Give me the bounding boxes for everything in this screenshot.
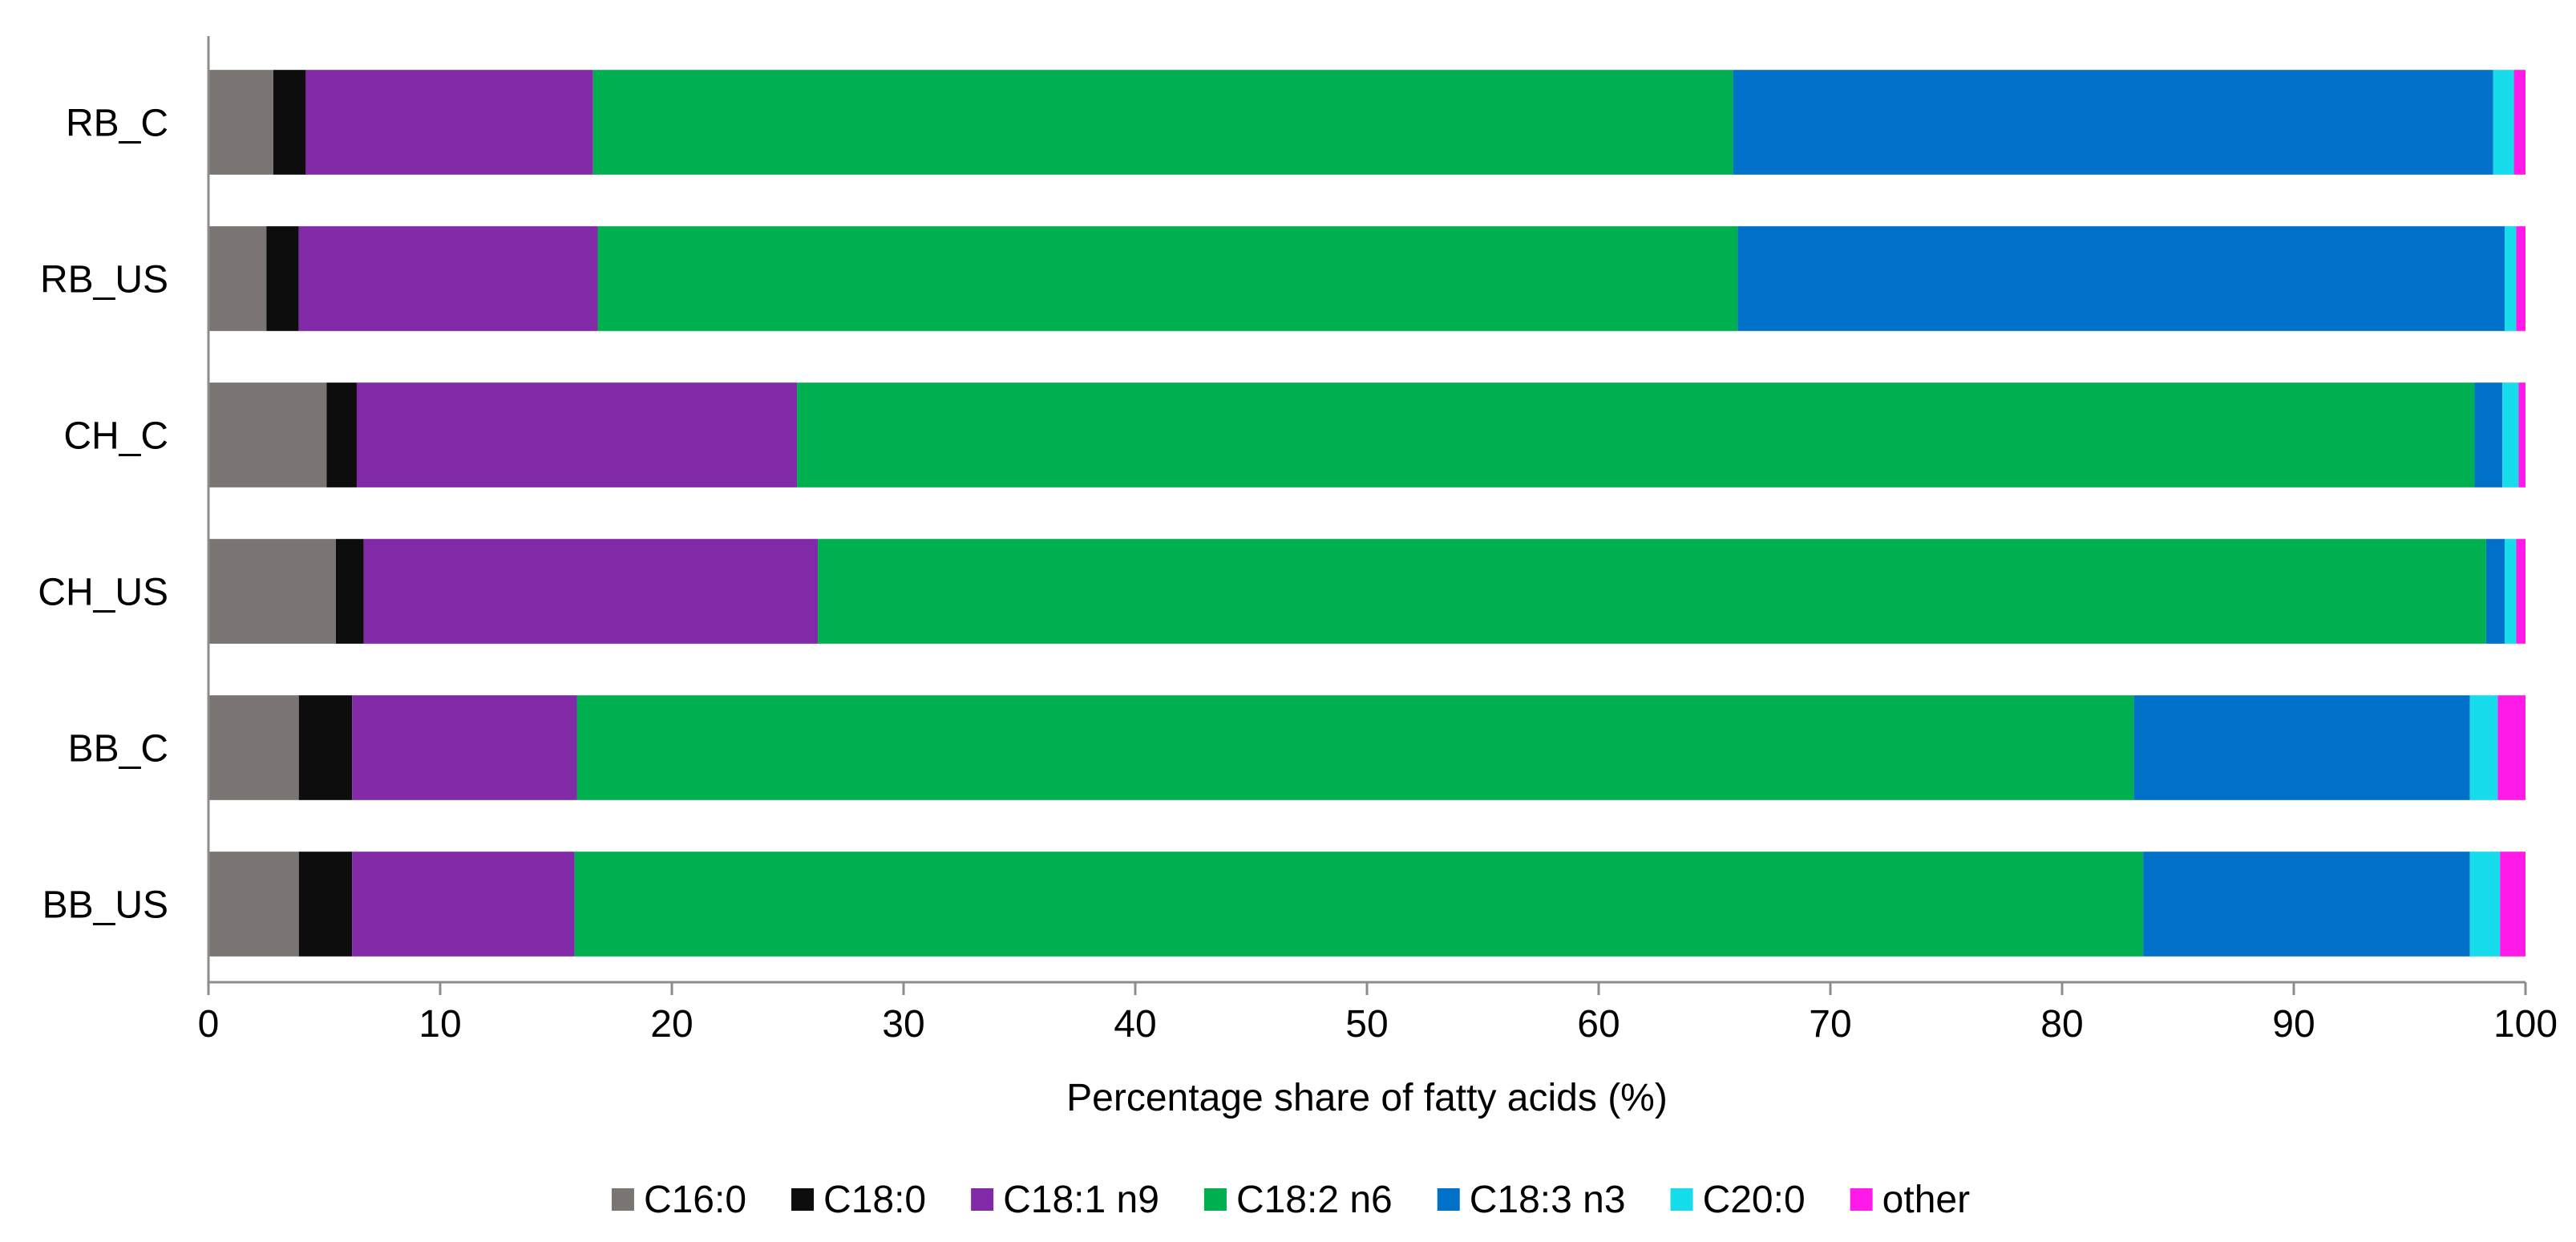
bar-segment-rb-us-c18-3-n3 <box>1737 226 2505 331</box>
legend-label: C18:3 n3 <box>1470 1179 1626 1221</box>
bar-segment-bb-us-c18-3-n3 <box>2143 852 2470 957</box>
x-axis-title: Percentage share of fatty acids (%) <box>1066 1077 1668 1119</box>
category-label: RB_US <box>40 259 168 301</box>
axes-group <box>207 36 2525 984</box>
bar-segment-bb-c-c20-0 <box>2469 695 2498 800</box>
bar-segment-bb-c-c18-0 <box>298 695 353 800</box>
category-label: CH_C <box>63 415 168 458</box>
bar-segment-bb-c-c16-0 <box>208 695 299 800</box>
bar-segment-rb-c-c18-3-n3 <box>1733 70 2493 175</box>
bar-segment-rb-us-c18-2-n6 <box>597 226 1738 331</box>
legend-item: C18:0 <box>791 1179 926 1221</box>
bar-segment-ch-us-c16-0 <box>208 539 336 644</box>
legend-swatch <box>1670 1188 1693 1211</box>
x-tick-label: 0 <box>198 1003 220 1046</box>
legend-swatch <box>1850 1188 1873 1211</box>
legend-item: C18:3 n3 <box>1437 1179 1626 1221</box>
bar-segment-ch-c-c16-0 <box>208 382 327 487</box>
bar-segment-bb-us-c18-2-n6 <box>574 852 2144 957</box>
bar-segment-ch-c-c18-1-n9 <box>356 382 798 487</box>
x-tick-label: 20 <box>650 1003 693 1046</box>
x-tick-marks <box>207 982 2527 995</box>
bar-segment-bb-c-c18-2-n6 <box>576 695 2134 800</box>
legend-swatch <box>1437 1188 1460 1211</box>
legend-item: other <box>1850 1179 1970 1221</box>
legend-label: C18:2 n6 <box>1236 1179 1393 1221</box>
bar-segment-rb-c-c18-2-n6 <box>592 70 1733 175</box>
legend-label: C16:0 <box>644 1179 746 1221</box>
x-tick-label: 90 <box>2272 1003 2315 1046</box>
bar-segment-bb-us-c18-0 <box>298 852 353 957</box>
bar-segment-rb-us-other <box>2516 226 2525 331</box>
category-label: RB_C <box>66 103 168 145</box>
legend-label: other <box>1882 1179 1970 1221</box>
legend-swatch <box>611 1188 634 1211</box>
legend-swatch <box>971 1188 994 1211</box>
x-tick-label: 100 <box>2493 1003 2558 1046</box>
bar-segment-ch-c-c20-0 <box>2502 382 2519 487</box>
legend-item: C20:0 <box>1670 1179 1806 1221</box>
x-tick-label: 30 <box>882 1003 924 1046</box>
bar-segment-ch-us-c18-1-n9 <box>363 539 819 644</box>
bar-segment-rb-us-c16-0 <box>208 226 267 331</box>
bar-segment-ch-us-c18-0 <box>335 539 364 644</box>
bar-segment-bb-us-c18-1-n9 <box>352 852 575 957</box>
bar-segment-rb-c-c18-0 <box>273 70 306 175</box>
bar-segment-rb-us-c20-0 <box>2504 226 2517 331</box>
bar-segment-ch-us-c20-0 <box>2504 539 2517 644</box>
legend-item: C18:2 n6 <box>1203 1179 1393 1221</box>
bar-segment-rb-us-c18-0 <box>266 226 299 331</box>
legend-item: C16:0 <box>611 1179 746 1221</box>
x-tick-label: 60 <box>1577 1003 1620 1046</box>
category-label: BB_US <box>42 884 168 927</box>
legend-label: C18:0 <box>823 1179 926 1221</box>
bars-group <box>208 70 2525 957</box>
legend-swatch <box>791 1188 815 1211</box>
x-tick-label: 70 <box>1809 1003 1851 1046</box>
bar-segment-ch-us-other <box>2516 539 2525 644</box>
bar-segment-ch-us-c18-2-n6 <box>818 539 2486 644</box>
bar-segment-bb-us-c20-0 <box>2469 852 2501 957</box>
category-label: CH_US <box>38 572 168 614</box>
x-tick-label: 40 <box>1114 1003 1156 1046</box>
bar-segment-ch-c-c18-2-n6 <box>797 382 2475 487</box>
x-tick-label: 10 <box>419 1003 461 1046</box>
bar-segment-ch-c-other <box>2518 382 2525 487</box>
bar-segment-ch-c-c18-0 <box>326 382 357 487</box>
legend: C16:0 C18:0 C18:1 n9 C18:2 n6 C18:3 n3 C20:0 o… <box>611 1179 1970 1221</box>
x-tick-labels: 0 10 20 30 40 50 60 70 80 90 100 <box>198 1003 2558 1046</box>
bar-segment-bb-c-other <box>2497 695 2525 800</box>
legend-item: C18:1 n9 <box>971 1179 1159 1221</box>
bar-segment-bb-c-c18-3-n3 <box>2133 695 2470 800</box>
bar-segment-rb-c-other <box>2513 70 2525 175</box>
bar-segment-bb-c-c18-1-n9 <box>352 695 577 800</box>
legend-label: C18:1 n9 <box>1003 1179 1159 1221</box>
bar-segment-rb-c-c20-0 <box>2493 70 2514 175</box>
bar-segment-bb-us-c16-0 <box>208 852 299 957</box>
bar-segment-ch-c-c18-3-n3 <box>2474 382 2503 487</box>
bar-segment-rb-c-c18-1-n9 <box>305 70 593 175</box>
category-labels: RB_C RB_US CH_C CH_US BB_C BB_US <box>38 103 168 927</box>
x-tick-label: 50 <box>1345 1003 1388 1046</box>
bar-segment-ch-us-c18-3-n3 <box>2485 539 2505 644</box>
bar-segment-rb-us-c18-1-n9 <box>298 226 598 331</box>
legend-swatch <box>1203 1188 1227 1211</box>
x-tick-label: 80 <box>2040 1003 2083 1046</box>
bar-segment-rb-c-c16-0 <box>208 70 273 175</box>
legend-label: C20:0 <box>1703 1179 1806 1221</box>
category-label: BB_C <box>68 728 168 771</box>
bar-segment-bb-us-other <box>2500 852 2525 957</box>
